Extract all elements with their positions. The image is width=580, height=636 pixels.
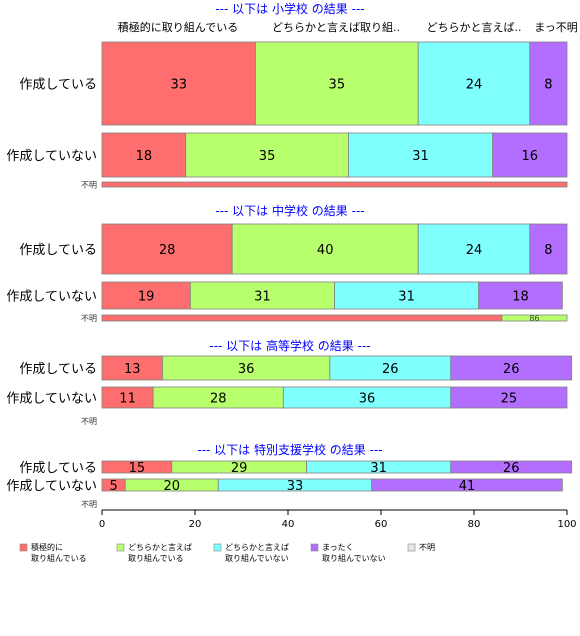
bar-segment [101, 41, 256, 126]
row-label: 作成していない [6, 149, 97, 164]
data-label: 41 [459, 479, 476, 494]
panel-title: --- 以下は 特別支援学校 の結果 --- [197, 442, 382, 457]
data-label: 31 [398, 290, 415, 305]
bar-segment [329, 355, 452, 381]
legend-swatch [213, 543, 222, 552]
bar-segment [501, 314, 568, 322]
x-tick-label: 80 [468, 519, 481, 530]
row-label: 作成している [19, 362, 97, 377]
x-tick-label: 40 [282, 519, 295, 530]
bar-segment [101, 281, 191, 310]
data-label: 15 [129, 461, 146, 476]
data-label: 19 [138, 290, 155, 305]
data-label: 28 [159, 243, 176, 258]
row-label: 作成していない [6, 479, 97, 494]
data-label: 26 [382, 362, 399, 377]
legend-swatch [310, 543, 319, 552]
bar-segment [189, 281, 335, 310]
data-label: 24 [466, 78, 483, 93]
legend-swatch [116, 543, 125, 552]
data-label: 24 [466, 243, 483, 258]
data-label: 31 [412, 149, 429, 164]
data-label: 35 [329, 78, 346, 93]
x-tick-label: 60 [375, 519, 388, 530]
x-tick-label: 100 [557, 519, 576, 530]
data-label: 5 [109, 479, 117, 494]
column-header: どちらかと言えば取り組.. [272, 21, 400, 34]
bar-segment [101, 181, 568, 188]
row-label: 不明 [81, 500, 97, 509]
row-label: 作成している [19, 78, 97, 93]
row-label: 不明 [81, 417, 97, 426]
bar-segment [348, 132, 494, 178]
data-label: 28 [210, 392, 227, 407]
data-label: 16 [522, 149, 539, 164]
data-label: 8 [544, 78, 552, 93]
legend-label: どちらかと言えば [128, 542, 192, 552]
data-label: 25 [501, 392, 518, 407]
data-label: 18 [136, 149, 153, 164]
data-label: 33 [170, 78, 187, 93]
data-label: 8 [544, 243, 552, 258]
legend-label: まったく [322, 543, 354, 552]
bar-segment [371, 478, 563, 492]
data-label: 20 [163, 479, 180, 494]
legend-swatch [19, 543, 28, 552]
row-label: 作成していない [6, 290, 97, 305]
row-label: 作成している [19, 461, 97, 476]
panel-title: --- 以下は 高等学校 の結果 --- [209, 338, 370, 353]
bar-segment [101, 223, 233, 275]
bar-segment [450, 460, 573, 474]
data-label: 18 [512, 290, 529, 305]
x-tick-label: 20 [189, 519, 202, 530]
panel-title: --- 以下は 中学校 の結果 --- [215, 203, 364, 218]
data-label: 86 [529, 314, 539, 323]
column-header: 積極的に取り組んでいる [118, 20, 238, 34]
data-label: 11 [119, 392, 136, 407]
bar-segment [529, 223, 568, 275]
bar-segment [450, 355, 573, 381]
data-label: 36 [359, 392, 376, 407]
data-label: 13 [124, 362, 141, 377]
bar-segment [492, 132, 568, 178]
row-label: 不明 [81, 314, 97, 323]
data-label: 31 [370, 461, 387, 476]
legend-label: 取り組んでいない [322, 553, 386, 563]
legend-label: 積極的に [31, 542, 63, 552]
bar-segment [417, 41, 531, 126]
column-header: まっ不明 [534, 21, 578, 34]
bar-segment [478, 281, 563, 310]
bar-segment [231, 223, 419, 275]
panel-title: --- 以下は 小学校 の結果 --- [215, 1, 364, 16]
legend-label: 取り組んでいない [225, 553, 289, 563]
legend-label: 取り組んでいる [128, 553, 184, 563]
bar-segment [162, 355, 331, 381]
bar-segment [185, 132, 349, 178]
legend-label: どちらかと言えば [225, 542, 289, 552]
data-label: 31 [254, 290, 271, 305]
bar-segment [529, 41, 568, 126]
legend-label: 取り組んでいる [31, 553, 87, 563]
bar-segment [450, 386, 568, 409]
row-label: 作成していない [6, 392, 97, 407]
row-label: 不明 [81, 181, 97, 190]
bar-segment [101, 132, 187, 178]
column-header: どちらかと言えば.. [427, 21, 522, 34]
data-label: 36 [238, 362, 255, 377]
bar-segment [255, 41, 419, 126]
row-label: 作成している [19, 243, 97, 258]
data-label: 29 [231, 461, 248, 476]
data-label: 40 [317, 243, 334, 258]
legend-swatch [407, 543, 416, 552]
legend-label: 不明 [419, 543, 435, 552]
data-label: 35 [259, 149, 276, 164]
x-tick-label: 0 [99, 519, 105, 530]
data-label: 33 [287, 479, 304, 494]
bar-segment [101, 314, 503, 322]
data-label: 26 [503, 362, 520, 377]
data-label: 26 [503, 461, 520, 476]
